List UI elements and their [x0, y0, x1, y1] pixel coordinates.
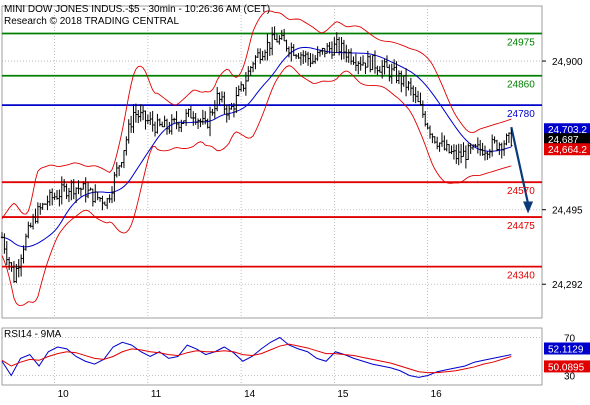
y-tick-label: 24,292	[552, 280, 583, 291]
y-tick-label: 24,495	[552, 206, 583, 217]
rsi-line	[1, 336, 512, 378]
y-tick-label: 24,900	[552, 57, 583, 68]
price-tag-ma	[544, 123, 590, 136]
level-label: 24475	[507, 221, 535, 232]
rsi-tag-label: 52.1129	[548, 344, 584, 355]
rsi-tag-ma	[544, 360, 590, 373]
forecast-arrow-head	[523, 201, 534, 214]
price-tag-label: 24,687	[548, 135, 579, 146]
level-label: 24860	[507, 80, 535, 91]
chart-title: MINI DOW JONES INDUS.-$5 - 30min - 10:26…	[4, 4, 270, 15]
chart-subtitle: Research © 2018 TRADING CENTRAL	[4, 16, 179, 27]
bollinger-lower	[1, 65, 512, 306]
forecast-arrow-shaft	[510, 126, 530, 204]
x-tick-label: 15	[337, 389, 349, 400]
rsi-ma-line	[1, 343, 512, 374]
x-tick-label: 14	[244, 389, 256, 400]
price-tag-label: 24,664.2	[548, 145, 587, 156]
price-tag-last	[544, 133, 590, 146]
price-tag-label: 24,703.2	[548, 125, 587, 136]
bollinger-upper	[1, 10, 512, 220]
rsi-tick-label: 70	[564, 334, 576, 345]
rsi-tick-label: 30	[564, 372, 576, 383]
level-label: 24780	[507, 109, 535, 120]
main-panel-frame	[1, 5, 543, 319]
rsi-tag-rsi	[544, 342, 590, 355]
price-tag-band	[544, 143, 590, 156]
level-label: 24570	[507, 186, 535, 197]
level-label: 24340	[507, 271, 535, 282]
moving-average-line	[1, 46, 512, 248]
x-tick-label: 10	[58, 389, 70, 400]
x-tick-label: 16	[431, 389, 443, 400]
level-label: 24975	[507, 38, 535, 49]
x-tick-label: 11	[151, 389, 162, 400]
rsi-panel-frame	[1, 327, 543, 386]
rsi-title: RSI14 - 9MA	[4, 329, 62, 340]
rsi-tag-label: 50.0895	[548, 362, 585, 373]
